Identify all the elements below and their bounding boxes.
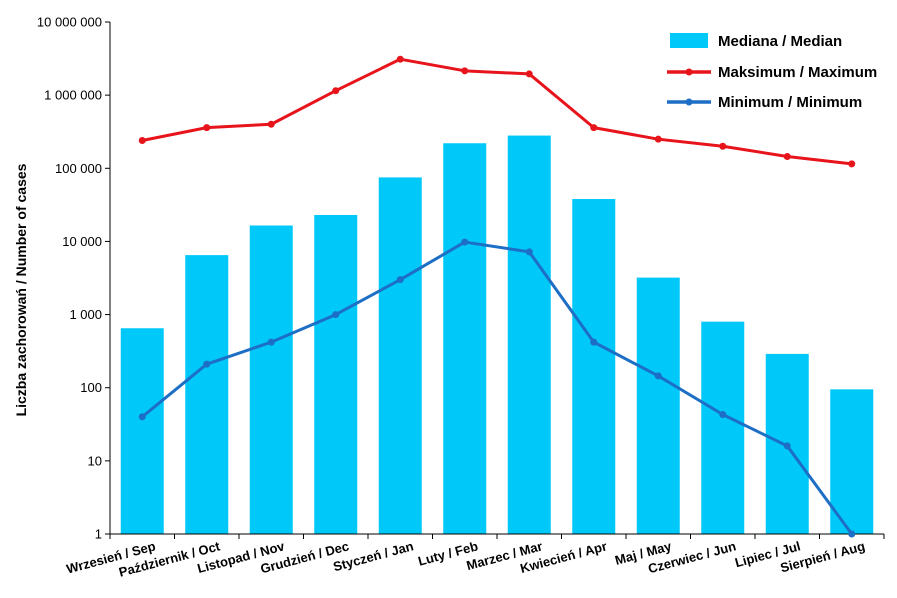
- point-minimum-pa-dziernik-oct: [203, 360, 211, 368]
- line-minimum: [141, 240, 853, 535]
- bar-median-kwiecie-apr: [572, 199, 616, 534]
- bar-median-czerwiec-jun: [701, 321, 745, 534]
- y-tick-label: 1: [95, 527, 102, 542]
- point-minimum-sierpie-aug: [848, 530, 856, 538]
- bars-layer: [120, 135, 874, 535]
- bar-median-maj-may: [636, 277, 680, 534]
- point-maximum-grudzie-dec: [332, 87, 340, 95]
- y-tick-label: 100: [80, 380, 102, 395]
- legend: Mediana / Median Maksimum / Maximum Mini…: [667, 33, 877, 111]
- line-maximum: [141, 57, 852, 166]
- point-minimum-maj-may: [654, 372, 662, 380]
- legend-label-median: Mediana / Median: [718, 33, 842, 50]
- point-minimum-kwiecie-apr: [590, 338, 598, 346]
- point-minimum-grudzie-dec: [332, 311, 340, 319]
- point-minimum-wrzesie-sep: [138, 413, 146, 421]
- point-maximum-lipiec-jul: [783, 152, 791, 160]
- point-maximum-sierpie-aug: [848, 160, 856, 168]
- bar-median-stycze-jan: [378, 177, 422, 535]
- point-maximum-stycze-jan: [396, 55, 404, 63]
- bar-median-pa-dziernik-oct: [185, 255, 229, 535]
- legend-swatch-median: [670, 33, 708, 48]
- point-minimum-czerwiec-jun: [719, 411, 727, 419]
- point-maximum-kwiecie-apr: [590, 124, 598, 132]
- point-maximum-maj-may: [654, 135, 662, 143]
- bar-median-sierpie-aug: [830, 389, 874, 534]
- point-maximum-listopad-nov: [267, 120, 275, 128]
- legend-label-minimum: Minimum / Minimum: [718, 94, 862, 111]
- y-ticks: 1 10 100 1 000 10 000 100 000 1 000 000 10 000 …: [37, 15, 110, 542]
- point-minimum-marzec-mar: [525, 248, 533, 256]
- y-tick-label: 10 000: [62, 234, 102, 249]
- y-tick-label: 100 000: [55, 161, 102, 176]
- bar-median-listopad-nov: [249, 225, 293, 534]
- bar-median-grudzie-dec: [314, 214, 358, 534]
- legend-label-maximum: Maksimum / Maximum: [718, 64, 877, 81]
- point-maximum-luty-feb: [461, 67, 469, 75]
- bar-median-luty-feb: [443, 143, 487, 535]
- point-maximum-czerwiec-jun: [719, 142, 727, 150]
- point-maximum-marzec-mar: [525, 70, 533, 78]
- lines-layer: [138, 55, 856, 538]
- point-minimum-lipiec-jul: [783, 442, 791, 450]
- legend-marker-minimum: [685, 98, 693, 106]
- y-tick-label: 10 000 000: [37, 15, 102, 30]
- point-minimum-stycze-jan: [396, 276, 404, 284]
- y-axis-title: Liczba zachorowań / Number of cases: [13, 163, 29, 416]
- y-tick-label: 1 000: [69, 307, 102, 322]
- point-minimum-listopad-nov: [267, 338, 275, 346]
- point-maximum-pa-dziernik-oct: [203, 124, 211, 132]
- point-minimum-luty-feb: [461, 238, 469, 246]
- y-tick-label: 1 000 000: [44, 88, 102, 103]
- bar-median-marzec-mar: [507, 135, 551, 535]
- legend-marker-maximum: [685, 68, 693, 76]
- point-maximum-wrzesie-sep: [138, 136, 146, 144]
- y-tick-label: 10: [88, 453, 102, 468]
- bar-median-wrzesie-sep: [120, 328, 164, 534]
